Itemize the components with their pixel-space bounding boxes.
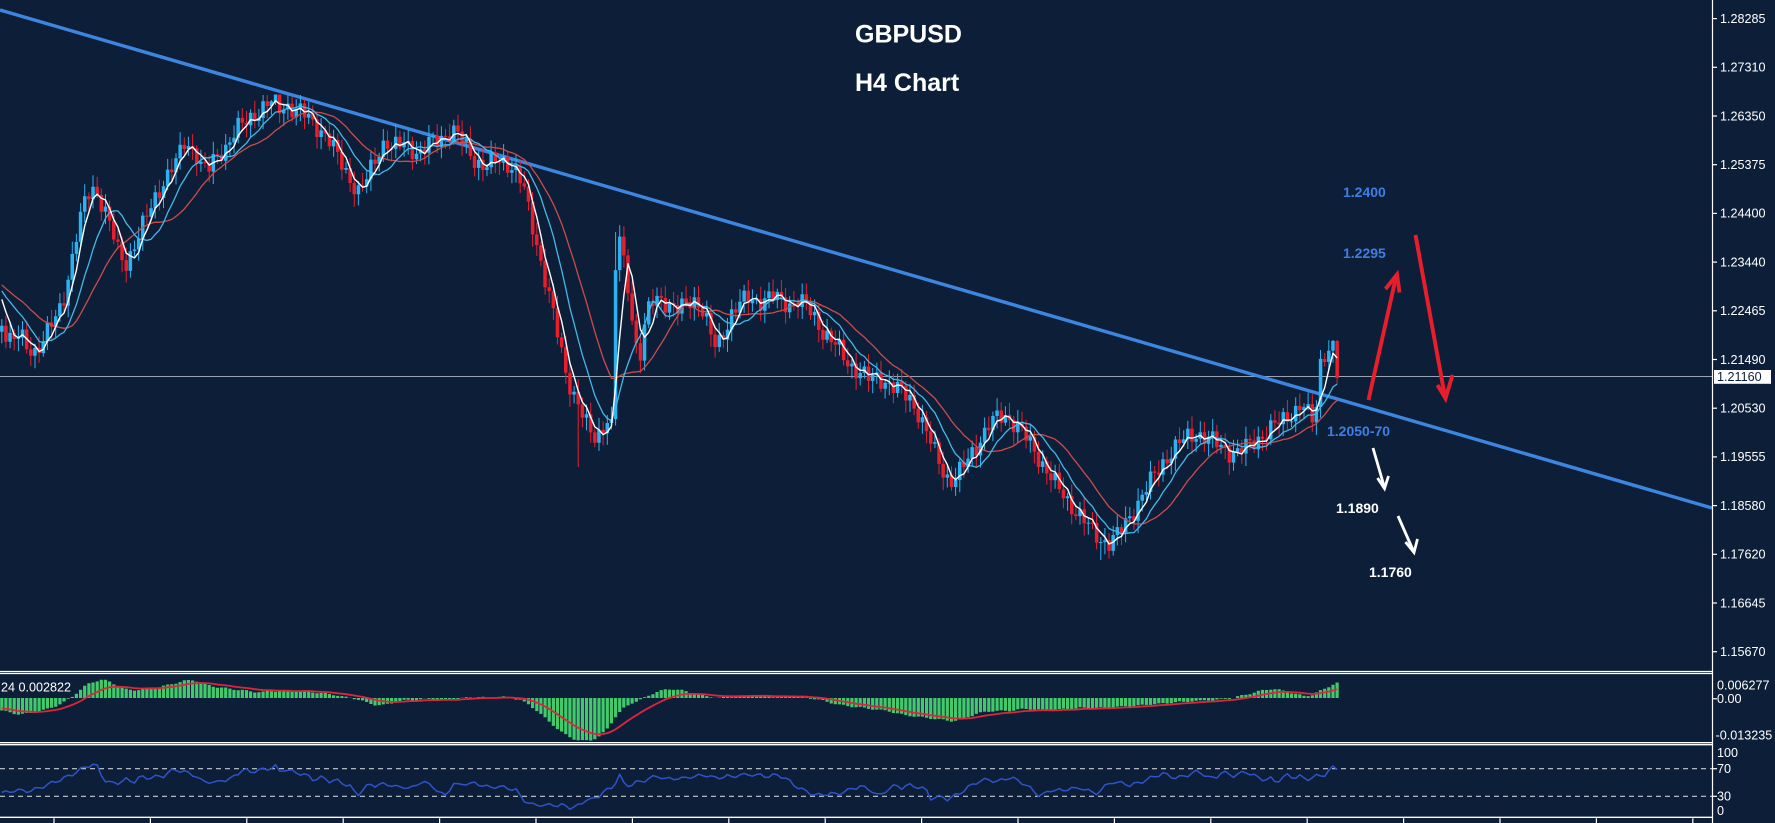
svg-text:1.2400: 1.2400 (1343, 184, 1386, 200)
svg-text:0.006277: 0.006277 (1717, 678, 1770, 692)
svg-text:24 0.002822: 24 0.002822 (1, 681, 71, 695)
svg-text:GBPUSD: GBPUSD (855, 21, 962, 49)
svg-text:100: 100 (1717, 746, 1738, 760)
svg-text:0.00: 0.00 (1717, 692, 1742, 706)
svg-text:1.27310: 1.27310 (1720, 61, 1766, 75)
svg-text:-0.013235: -0.013235 (1716, 728, 1773, 742)
svg-text:1.18580: 1.18580 (1720, 499, 1766, 513)
svg-text:H4 Chart: H4 Chart (855, 69, 960, 97)
svg-text:1.20530: 1.20530 (1720, 402, 1766, 416)
svg-text:1.1760: 1.1760 (1369, 564, 1412, 580)
svg-text:30: 30 (1717, 790, 1731, 804)
svg-text:1.28285: 1.28285 (1720, 12, 1766, 26)
svg-text:1.2050-70: 1.2050-70 (1327, 423, 1390, 439)
svg-text:1.17620: 1.17620 (1720, 548, 1766, 562)
svg-text:1.1890: 1.1890 (1336, 500, 1379, 516)
svg-text:1.22465: 1.22465 (1720, 304, 1766, 318)
svg-text:70: 70 (1717, 762, 1731, 776)
svg-text:1.16645: 1.16645 (1720, 596, 1766, 610)
svg-text:1.19555: 1.19555 (1720, 450, 1766, 464)
svg-text:1.21490: 1.21490 (1720, 353, 1766, 367)
svg-text:1.15670: 1.15670 (1720, 645, 1766, 659)
svg-text:1.24400: 1.24400 (1720, 207, 1766, 221)
svg-text:1.26350: 1.26350 (1720, 109, 1766, 123)
svg-text:1.23440: 1.23440 (1720, 255, 1766, 269)
svg-text:1.2295: 1.2295 (1343, 245, 1386, 261)
svg-text:0: 0 (1717, 804, 1724, 818)
svg-text:1.21160: 1.21160 (1717, 370, 1762, 384)
svg-text:1.25375: 1.25375 (1720, 158, 1766, 172)
